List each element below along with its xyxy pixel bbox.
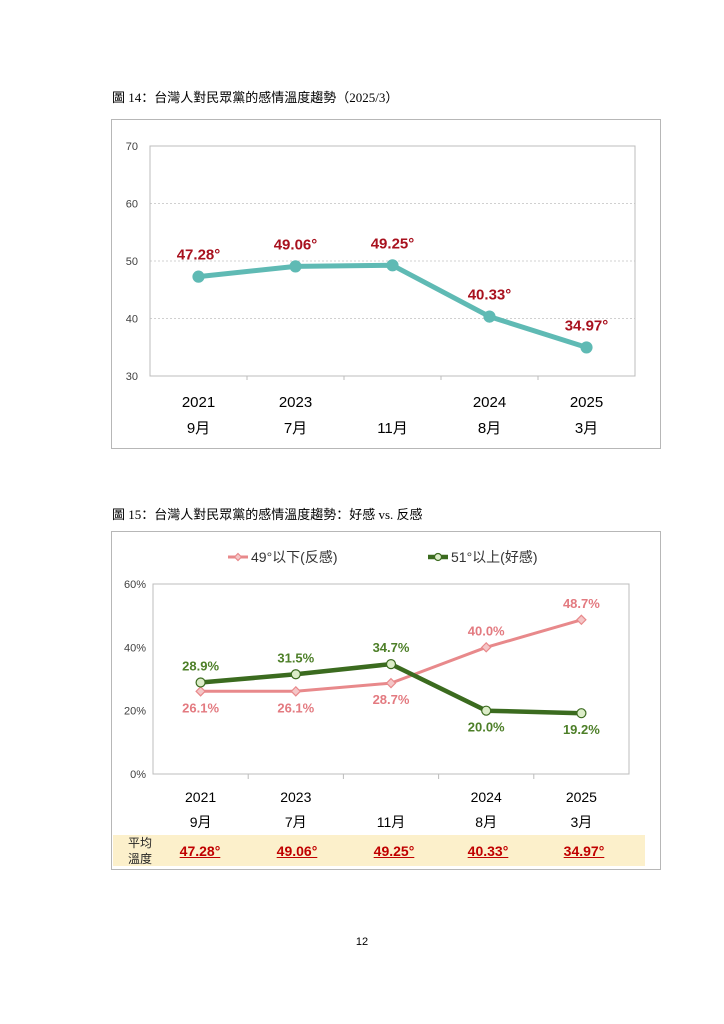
data-label: 28.9%: [182, 658, 219, 673]
x-axis: 2021 9月 2023 7月 11月 2024 8月 2025 3月: [182, 376, 603, 437]
page-number: 12: [355, 936, 369, 948]
legend-marker: [433, 552, 443, 562]
data-point-marker: [386, 259, 399, 272]
gridlines: [150, 203, 635, 319]
x-tick-year-label: 2023: [280, 789, 311, 805]
data-label: 34.97°: [565, 317, 609, 334]
data-point-marker: [480, 641, 492, 653]
y-tick-label: 30: [126, 371, 138, 383]
x-tick-month-label: 3月: [575, 420, 598, 437]
average-temperature-label-line: 溫度: [127, 852, 152, 866]
x-axis: 2021 9月 2023 7月 11月 2024 8月 2025 3月: [185, 774, 597, 830]
y-tick-label: 0%: [130, 769, 146, 781]
average-temperature-value: 40.33°: [467, 843, 509, 859]
data-point-marker: [195, 677, 206, 688]
plot-area: [152, 583, 630, 775]
series-line: [196, 262, 589, 350]
legend-marker: [233, 552, 243, 562]
data-point-marker: [576, 614, 587, 626]
y-tick-label: 70: [126, 141, 138, 153]
x-tick-year-label: 2021: [182, 394, 215, 411]
legend-label: 49°以下(反感): [251, 549, 338, 565]
figure-14-chart-frame: 30 40 50 60 70 2021 9月 2023 7月 11月 2024 8月 2025 3月 47.…: [111, 119, 661, 449]
x-tick-year-label: 2025: [566, 789, 597, 805]
series: 47.28° 49.06° 49.25° 40.33° 34.97°: [177, 235, 609, 354]
average-temperature-label: 平均 溫度: [113, 835, 167, 867]
x-tick-month-label: 8月: [478, 420, 501, 437]
x-tick-year-label: 2021: [185, 789, 216, 805]
legend: 49°以下(反感) 51°以上(好感): [228, 549, 538, 565]
legend-label: 51°以上(好感): [451, 549, 538, 565]
x-tick-month-label: 7月: [284, 420, 307, 437]
temperature-trend-line-chart: 30 40 50 60 70 2021 9月 2023 7月 11月 2024 8月 2025 3月 47.…: [126, 141, 636, 437]
y-tick-label: 40%: [124, 642, 146, 654]
average-temperature-row: 平均 溫度 47.28° 49.06° 49.25° 40.33° 34.97°: [113, 835, 645, 866]
data-label: 48.7%: [563, 596, 600, 611]
data-label: 49.06°: [274, 236, 318, 253]
x-tick-month-label: 11月: [377, 420, 408, 437]
data-label: 49.25°: [371, 235, 415, 252]
average-temperature-value: 34.97°: [563, 843, 605, 859]
plot-area: [149, 145, 636, 377]
data-label: 34.7%: [373, 640, 410, 655]
data-label: 28.7%: [373, 692, 410, 707]
data-point-marker: [290, 686, 302, 697]
average-temperature-value: 49.25°: [373, 843, 415, 859]
x-tick-month-label: 9月: [190, 814, 212, 830]
y-tick-label: 40: [126, 314, 138, 326]
data-label: 47.28°: [177, 247, 221, 264]
y-axis: 0% 20% 40% 60%: [124, 579, 146, 781]
x-tick-year-label: 2024: [471, 789, 502, 805]
data-point-marker: [289, 260, 302, 273]
x-tick-year-label: 2024: [473, 394, 506, 411]
series: 26.1% 26.1% 28.7% 40.0% 48.7%: [182, 596, 600, 716]
data-label: 40.0%: [468, 623, 505, 638]
legend-item: 49°以下(反感): [228, 549, 338, 565]
data-label: 40.33°: [468, 287, 512, 304]
favorable-unfavorable-line-chart: 0% 20% 40% 60% 2021 9月 2023 7月 11月 2024 8月 2025 3月 26…: [124, 549, 630, 830]
x-tick-month-label: 11月: [377, 814, 406, 830]
data-point-marker: [483, 310, 496, 323]
x-tick-year-label: 2025: [570, 394, 603, 411]
data-label: 31.5%: [277, 650, 314, 665]
x-tick-month-label: 8月: [475, 814, 497, 830]
average-temperature-value: 47.28°: [179, 843, 221, 859]
series: 28.9% 31.5% 34.7% 20.0% 19.2%: [182, 640, 600, 737]
data-point-marker: [576, 708, 587, 719]
y-axis: 30 40 50 60 70: [126, 141, 138, 383]
data-label: 26.1%: [277, 700, 314, 715]
figure-15-chart-frame: 0% 20% 40% 60% 2021 9月 2023 7月 11月 2024 8月 2025 3月 26…: [111, 531, 661, 870]
figure-15-caption: 圖 15：台灣人對民眾黨的感情溫度趨勢：好感 vs. 反感: [112, 507, 423, 522]
y-tick-label: 50: [126, 256, 138, 268]
y-tick-label: 20%: [124, 706, 146, 718]
figure-14-caption: 圖 14：台灣人對民眾黨的感情溫度趨勢（2025/3）: [112, 90, 399, 105]
x-tick-month-label: 3月: [571, 814, 593, 830]
data-label: 26.1%: [182, 700, 219, 715]
y-tick-label: 60%: [124, 579, 146, 591]
x-tick-month-label: 7月: [285, 814, 307, 830]
x-tick-year-label: 2023: [279, 394, 312, 411]
data-point-marker: [385, 677, 397, 689]
data-point-marker: [580, 341, 593, 354]
average-temperature-label-line: 平均: [127, 836, 152, 850]
data-label: 20.0%: [468, 720, 505, 735]
legend-item: 51°以上(好感): [428, 549, 538, 565]
data-point-marker: [481, 705, 492, 716]
x-tick-month-label: 9月: [187, 420, 210, 437]
data-point-marker: [290, 669, 301, 680]
average-temperature-value: 49.06°: [276, 843, 318, 859]
data-label: 19.2%: [563, 722, 600, 737]
y-tick-label: 60: [126, 199, 138, 211]
data-point-marker: [385, 659, 397, 670]
data-point-marker: [195, 686, 206, 697]
data-point-marker: [192, 270, 205, 283]
